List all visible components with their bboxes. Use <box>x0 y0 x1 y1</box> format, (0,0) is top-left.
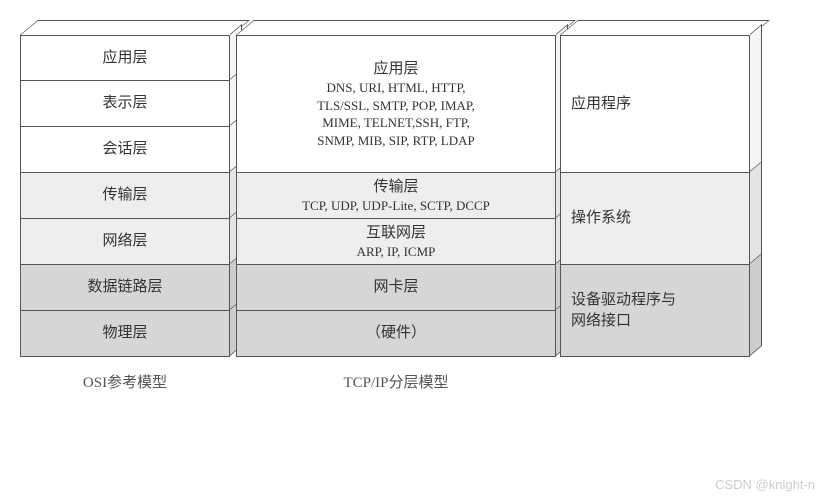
osi-layer-label: 数据链路层 <box>87 277 162 297</box>
osi-caption: OSI参考模型 <box>20 371 230 392</box>
tcp-layer-protocols: TCP, UDP, UDP-Lite, SCTP, DCCP <box>302 197 490 215</box>
group-label: 设备驱动程序与 <box>571 290 676 310</box>
osi-layer-label: 物理层 <box>102 323 147 343</box>
network-model-diagram: 应用层表示层会话层传输层网络层数据链路层物理层 OSI参考模型 应用层DNS, … <box>20 20 807 392</box>
watermark: CSDN @knight-n <box>715 477 815 492</box>
tcp-layer-protocols: DNS, URI, HTML, HTTP, <box>326 79 465 97</box>
layer-cell: 网络层 <box>20 219 230 265</box>
layer-cell: 应用程序 <box>560 35 750 173</box>
tcp-layer-title: 互联网层 <box>366 223 426 243</box>
layer-cell: 数据链路层 <box>20 265 230 311</box>
layer-cell: 应用层DNS, URI, HTML, HTTP,TLS/SSL, SMTP, P… <box>236 35 556 173</box>
group-label: 网络接口 <box>571 311 631 331</box>
layer-cell: 互联网层ARP, IP, ICMP <box>236 219 556 265</box>
tcp-layer-title: 传输层 <box>373 177 418 197</box>
tcpip-column: 应用层DNS, URI, HTML, HTTP,TLS/SSL, SMTP, P… <box>236 20 556 392</box>
groups-column: 应用程序操作系统设备驱动程序与网络接口 <box>560 20 750 357</box>
layer-cell: 表示层 <box>20 81 230 127</box>
layer-cell: 网卡层 <box>236 265 556 311</box>
osi-stack: 应用层表示层会话层传输层网络层数据链路层物理层 <box>20 20 230 357</box>
osi-layer-label: 传输层 <box>102 185 147 205</box>
tcp-layer-protocols: SNMP, MIB, SIP, RTP, LDAP <box>317 132 474 150</box>
tcp-layer-protocols: MIME, TELNET,SSH, FTP, <box>322 114 470 132</box>
tcp-layer-title: 应用层 <box>373 59 418 79</box>
layer-cell: 设备驱动程序与网络接口 <box>560 265 750 357</box>
layer-cell: 传输层TCP, UDP, UDP-Lite, SCTP, DCCP <box>236 173 556 219</box>
osi-layer-label: 表示层 <box>102 93 147 113</box>
layer-cell: 操作系统 <box>560 173 750 265</box>
layer-cell: （硬件） <box>236 311 556 357</box>
tcpip-stack: 应用层DNS, URI, HTML, HTTP,TLS/SSL, SMTP, P… <box>236 20 556 357</box>
osi-layer-label: 网络层 <box>102 231 147 251</box>
group-label: 应用程序 <box>571 94 631 114</box>
tcp-layer-protocols: TLS/SSL, SMTP, POP, IMAP, <box>317 97 475 115</box>
groups-stack: 应用程序操作系统设备驱动程序与网络接口 <box>560 20 750 357</box>
layer-cell: 传输层 <box>20 173 230 219</box>
osi-layer-label: 应用层 <box>102 48 147 68</box>
layer-cell: 应用层 <box>20 35 230 81</box>
osi-column: 应用层表示层会话层传输层网络层数据链路层物理层 OSI参考模型 <box>20 20 230 392</box>
tcp-layer-protocols: ARP, IP, ICMP <box>357 243 436 261</box>
group-label: 操作系统 <box>571 208 631 228</box>
tcp-layer-title: 网卡层 <box>373 277 418 297</box>
tcp-layer-title: （硬件） <box>366 323 426 343</box>
layer-cell: 物理层 <box>20 311 230 357</box>
tcpip-caption: TCP/IP分层模型 <box>236 371 556 392</box>
layer-cell: 会话层 <box>20 127 230 173</box>
osi-layer-label: 会话层 <box>102 139 147 159</box>
